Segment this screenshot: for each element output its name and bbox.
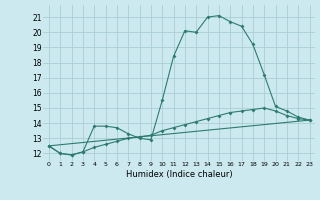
X-axis label: Humidex (Indice chaleur): Humidex (Indice chaleur) [126,170,233,179]
